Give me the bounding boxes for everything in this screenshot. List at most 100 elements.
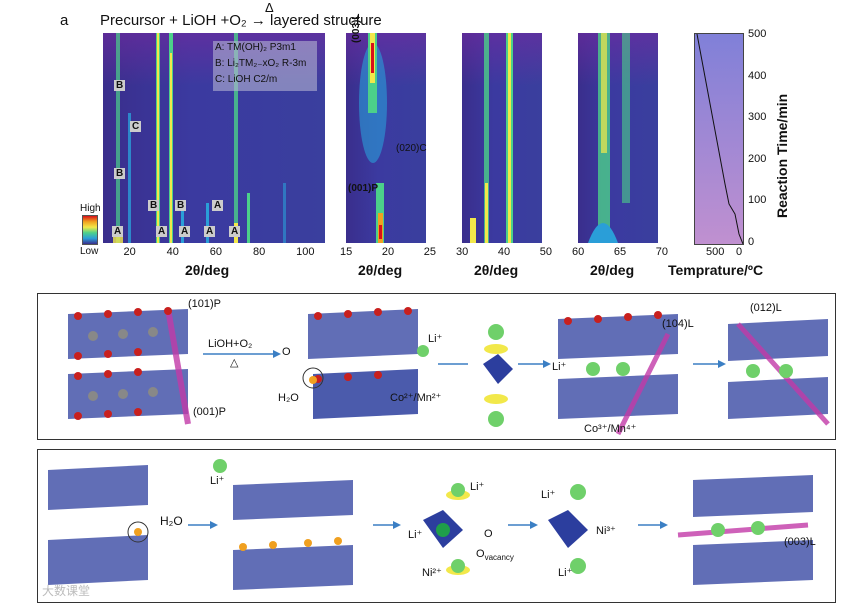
label-ni2: Ni²⁺ (422, 567, 442, 579)
time-axis-label: Reaction Time/min (774, 93, 790, 218)
intermediate-structure (302, 307, 418, 419)
tick: 70 (655, 246, 668, 258)
panel-c-illustration (48, 459, 813, 590)
label-li-b: Li⁺ (408, 529, 423, 541)
phase-legend-a: A: TM(OH)₂ P3m1 (215, 42, 296, 53)
ticks-full-range: 20 40 60 80 100 (108, 246, 330, 258)
tick-temp-0: 0 (736, 246, 743, 258)
label-h2o-c: H₂O (160, 514, 183, 528)
tick: 30 (456, 246, 469, 258)
tick: 20 (381, 246, 395, 258)
peak-letter: C (130, 121, 142, 132)
peak-letter: A (179, 226, 191, 237)
label-li-top: Li⁺ (210, 475, 225, 487)
tick: 100 (748, 194, 767, 207)
label-o-vacancy: Ovacancy (476, 548, 514, 562)
panel-c-box: Li⁺ H₂O Li⁺ Li⁺ Li⁺ Li⁺ Ni²⁺ Ni³⁺ O Ovac… (37, 449, 836, 603)
heatmap-zoom-60-70 (578, 33, 658, 243)
ni3-step (548, 484, 588, 574)
label-li-a: Li⁺ (470, 481, 485, 493)
layered-structure-104 (558, 311, 678, 436)
label-o-c: O (484, 528, 493, 540)
label-li-2: Li⁺ (552, 361, 567, 373)
heatmap-zoom-15-25-streaks (359, 33, 387, 243)
heatmap-zoom-30-50-streaks (470, 33, 513, 243)
phase-legend-c: C: LiOH C2/m (215, 74, 278, 85)
peak-letter: A (112, 226, 124, 237)
arrow-label-lioh: LiOH+O₂ (208, 338, 253, 350)
tick: 15 (340, 246, 353, 258)
colorbar-low: Low (80, 246, 99, 257)
arrow-label-delta: △ (230, 357, 239, 369)
tick: 40 (166, 246, 179, 258)
phase-legend-b: B: Li₂TM₂₋xO₂ R-3m (215, 58, 307, 69)
heatmap-full-range: A: TM(OH)₂ P3m1 B: Li₂TM₂₋xO₂ R-3m C: Li… (103, 33, 325, 243)
x-axis-label-4: 2θ/deg (590, 262, 635, 278)
label-001p: (001)P (348, 183, 379, 194)
label-o: O (282, 346, 291, 358)
delta-symbol: Δ (265, 0, 274, 15)
label-li-c: Li⁺ (541, 489, 556, 501)
x-axis-label-2: 2θ/deg (358, 262, 403, 278)
tick: 80 (252, 246, 266, 258)
label-001p-b: (001)P (193, 406, 227, 418)
label-co-mn-3: Co³⁺/Mn⁴⁺ (584, 423, 637, 435)
tick: 60 (209, 246, 223, 258)
panel-b-illustration (68, 307, 830, 436)
label-li-d: Li⁺ (558, 567, 573, 579)
layered-structure-012 (728, 319, 830, 426)
peak-letter: A (212, 200, 224, 211)
x-axis-label-3: 2θ/deg (474, 262, 519, 278)
peak-letter: B (114, 168, 126, 179)
label-003l: (003)L (784, 536, 816, 548)
label-104l: (104)L (662, 318, 694, 330)
panel-b-box: (101)P (001)P LiOH+O₂ △ O H₂O Co²⁺/Mn²⁺ … (37, 293, 836, 440)
li-insertion-step (417, 324, 513, 427)
peak-letter: B (114, 80, 126, 91)
tick: 400 (748, 69, 767, 82)
heatmap-zoom-60-70-streaks (588, 33, 630, 243)
label-co-mn-2: Co²⁺/Mn²⁺ (390, 392, 442, 404)
tick: 25 (423, 246, 436, 258)
temperature-profile (694, 33, 744, 245)
delithiated-structure (233, 480, 353, 590)
tick: 50 (539, 246, 552, 258)
tick: 500 (748, 28, 767, 40)
label-ni3: Ni³⁺ (596, 525, 616, 537)
peak-letter: A (156, 226, 168, 237)
label-020c: (020)C (396, 143, 427, 154)
phase-legend-box (213, 41, 317, 91)
colorbar (82, 215, 98, 245)
ticks-time: 500 400 300 200 100 0 (748, 28, 766, 248)
label-003l: (003)L (351, 13, 362, 43)
peak-letter: A (204, 226, 216, 237)
peak-letter: B (175, 200, 187, 211)
tick: 65 (613, 246, 627, 258)
watermark: 大数课堂 (42, 584, 91, 598)
label-101p: (101)P (188, 298, 222, 310)
ni-migration-step (423, 483, 470, 575)
tick: 100 (296, 246, 315, 258)
precursor-structure-c (48, 465, 149, 585)
label-li-1: Li⁺ (428, 333, 443, 345)
colorbar-high: High (80, 203, 101, 214)
tick: 40 (497, 246, 511, 258)
heatmap-zoom-15-25: (003)L (020)C (001)P (346, 14, 427, 243)
tick: 20 (123, 246, 136, 258)
o-vacancy-sub: vacancy (484, 553, 514, 563)
layered-structure-003 (677, 475, 813, 585)
panel-a-title: Precursor + LiOH +O₂ → layered structure (100, 12, 382, 29)
label-012l: (012)L (750, 302, 782, 314)
label-h2o: H₂O (278, 392, 299, 404)
ticks-zoom-60-70: 60 65 70 (572, 246, 668, 258)
ticks-zoom-30-50: 30 40 50 (456, 246, 552, 258)
panel-a-label: a (60, 12, 69, 29)
tick: 60 (572, 246, 585, 258)
precursor-structure (68, 307, 191, 425)
peak-letter: B (148, 200, 160, 211)
temperature-axis-label: Temprature/ºC (668, 262, 764, 278)
tick: 200 (748, 152, 767, 165)
tick: 300 (748, 111, 767, 124)
tick: 0 (748, 235, 755, 248)
ticks-zoom-15-25: 15 20 25 (340, 246, 436, 258)
